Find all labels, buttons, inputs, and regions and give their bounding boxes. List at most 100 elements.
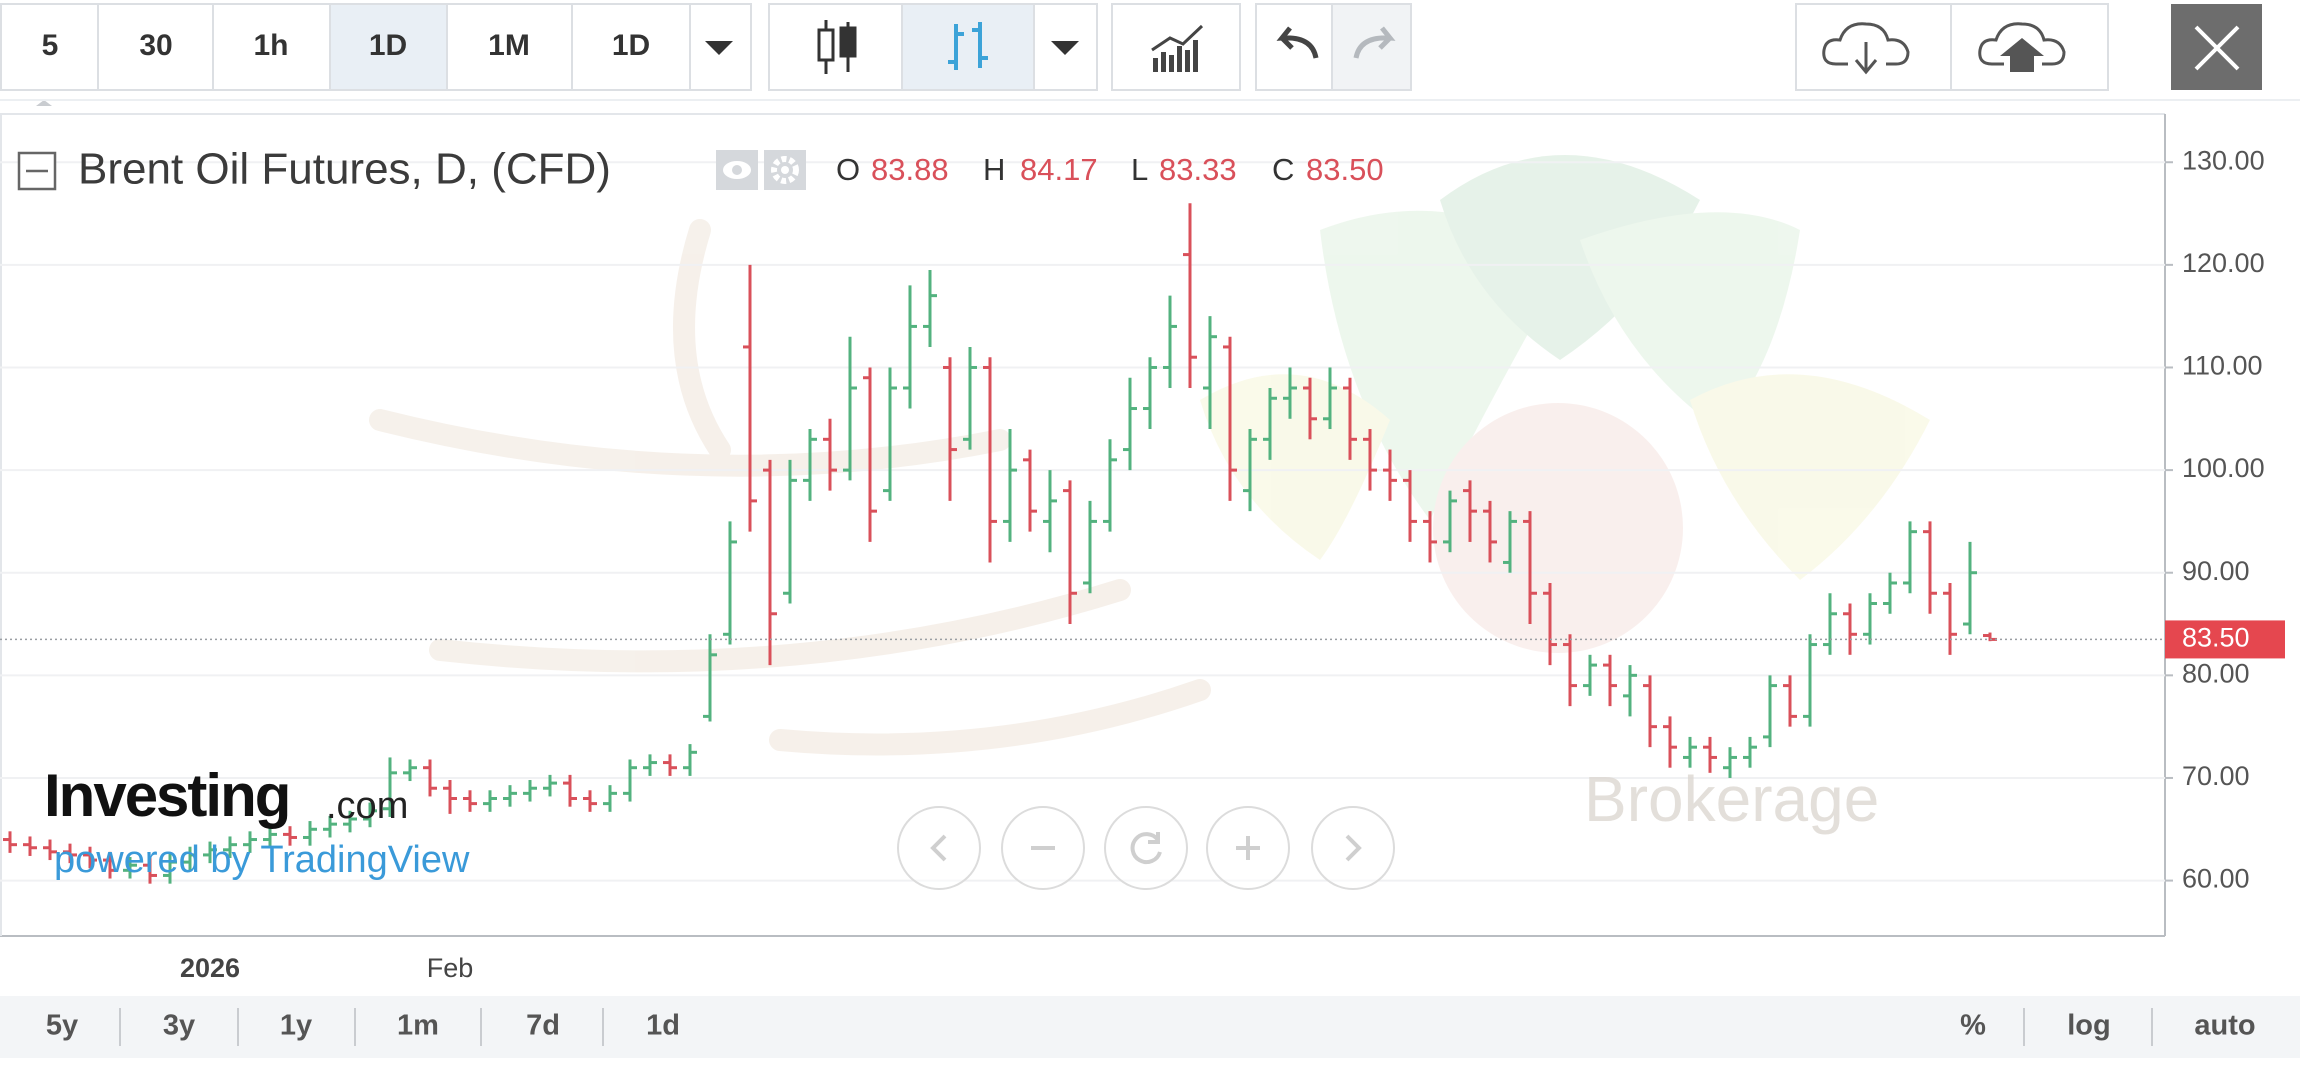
scale-option[interactable]: % [1960, 1010, 1986, 1042]
ohlc-bar [903, 285, 917, 409]
style-dropdown[interactable] [1051, 41, 1079, 55]
ohlc-legend: O 83.88 H 84.17 L 83.33 C 83.50 [836, 152, 1384, 187]
range-button[interactable]: 1y [280, 1010, 312, 1042]
ohlc-bar [703, 634, 717, 722]
interval-button[interactable]: 30 [139, 29, 172, 62]
scroll-right[interactable] [1311, 806, 1395, 890]
ohlc-bar [1823, 593, 1837, 655]
ohlc-bar [203, 841, 217, 864]
y-tick-label: 110.00 [2182, 351, 2263, 381]
range-button[interactable]: 5y [46, 1010, 78, 1042]
ohlc-bar [1463, 480, 1477, 542]
ohlc-bar [463, 790, 477, 812]
ohlc-bar [1583, 654, 1597, 696]
y-tick-label: 80.00 [2182, 658, 2250, 688]
range-button[interactable]: 3y [163, 1010, 195, 1042]
ohlc-bar [1503, 511, 1517, 573]
interval-button[interactable]: 5 [42, 29, 59, 62]
ohlc-bar [1403, 470, 1417, 542]
calligraphy-watermark [369, 219, 1211, 756]
ohlc-bar [1003, 429, 1017, 542]
ohlc-bar [583, 790, 597, 812]
indicators-button[interactable] [1111, 3, 1241, 91]
interval-button[interactable]: 1D [612, 29, 650, 62]
redo-bg [1333, 5, 1410, 89]
ohlc-bar [323, 815, 337, 838]
ohlc-bar [1723, 747, 1737, 778]
ohlc-bar [1603, 654, 1617, 707]
upload-button[interactable] [1978, 22, 2066, 72]
ohlc-bar [1043, 470, 1057, 553]
ohlc-bar [263, 826, 277, 848]
x-tick-label: 2026 [180, 953, 240, 983]
y-tick-label: 70.00 [2182, 761, 2250, 791]
bottom-bar [0, 996, 2300, 1058]
settings-button[interactable] [764, 150, 806, 190]
ohlc-bar [1103, 439, 1117, 532]
ohlc-bar [1763, 675, 1777, 748]
ohlc-bar [243, 831, 257, 853]
ohlc-bar [1703, 736, 1717, 773]
ohlc-bar [863, 367, 877, 542]
ohlc-bar [403, 759, 417, 782]
candle-style-button[interactable] [817, 20, 857, 74]
ohlc-bar [503, 785, 517, 807]
ohlc-bar [163, 853, 177, 884]
undo-button[interactable] [1276, 26, 1319, 59]
ohlc-bar [1963, 541, 1977, 635]
scroll-left[interactable] [897, 806, 981, 890]
plot: 60.00 70.00 80.00 90.00 100.00 110.00 120.00 13… [0, 145, 2285, 983]
ohlc-bar [683, 744, 697, 776]
range-button[interactable]: 7d [526, 1010, 560, 1042]
ohlc-bar [103, 851, 117, 879]
ohlc-bar [1023, 449, 1037, 532]
scale-option[interactable]: log [2067, 1010, 2111, 1042]
interval-button[interactable]: 1M [488, 29, 530, 62]
ohlc-bar [143, 856, 157, 884]
ohlc-bar [1943, 582, 1957, 655]
redo-button[interactable] [1353, 26, 1396, 59]
ohlc-bar [1783, 675, 1797, 727]
legend-name: L [1131, 152, 1148, 187]
interval-button[interactable]: 1h [253, 29, 288, 62]
collapse-arrow[interactable] [36, 100, 52, 106]
visibility-toggle[interactable] [716, 150, 758, 190]
ohlc-bar [1423, 511, 1437, 563]
ohlc-bar [783, 459, 797, 604]
scale-option[interactable]: auto [2194, 1010, 2255, 1042]
ohlc-bar [1903, 521, 1917, 594]
chart-title: Brent Oil Futures, D, (CFD) [78, 145, 611, 194]
ohlc-bar [923, 269, 937, 347]
ohlc-bar [303, 821, 317, 846]
collapse-toggle[interactable] [17, 151, 57, 191]
brand-watermark: Investing [44, 762, 289, 829]
ohlc-bar [543, 774, 557, 797]
interval-button[interactable]: 1D [369, 29, 407, 62]
y-tick-label: 120.00 [2182, 248, 2265, 278]
ohlc-bar [223, 836, 237, 859]
broker-logo [1200, 155, 1930, 653]
legend-value: 83.33 [1159, 152, 1237, 187]
ohlc-bar [823, 418, 837, 491]
ohlc-bar [1863, 593, 1877, 645]
ohlc-bar [743, 264, 757, 532]
range-button[interactable]: 1m [397, 1010, 439, 1042]
download-button[interactable] [1822, 22, 1910, 75]
ohlc-bar [183, 846, 197, 871]
ohlc-bar [1323, 367, 1337, 430]
ohlc-bar [1523, 511, 1537, 625]
ohlc-bar [483, 790, 497, 812]
interval-dropdown[interactable] [705, 41, 733, 55]
reset[interactable] [1104, 806, 1188, 890]
ohlc-bar [283, 826, 297, 846]
ohlc-bar [963, 346, 977, 450]
legend-value: 83.50 [1306, 152, 1384, 187]
ohlc-bar [1663, 716, 1677, 768]
bar-style-button[interactable] [948, 22, 988, 70]
ohlc-bar [603, 785, 617, 812]
close-button[interactable] [2171, 4, 2262, 90]
y-tick-label: 100.00 [2182, 453, 2265, 483]
ohlc-bar [1303, 377, 1317, 440]
range-button[interactable]: 1d [646, 1010, 680, 1042]
